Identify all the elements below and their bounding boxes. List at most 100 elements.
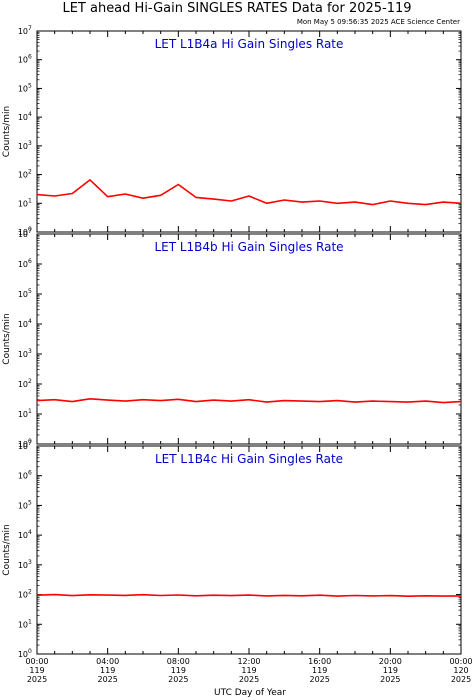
y-tick-exponent: 1: [28, 618, 32, 625]
y-tick-exponent: 7: [28, 228, 32, 235]
y-tick-base: 10: [18, 380, 28, 389]
y-tick-label: 10 1: [18, 197, 32, 208]
y-axis-label: Counts/min: [2, 524, 12, 575]
y-tick-base: 10: [18, 228, 28, 237]
y-tick-label: 10 4: [18, 111, 32, 122]
y-tick-exponent: 3: [28, 559, 32, 566]
x-axis-label: UTC Day of Year: [214, 688, 286, 698]
y-tick-exponent: 3: [28, 348, 32, 355]
y-tick-label: 10 7: [18, 440, 32, 451]
y-tick-label: 10 1: [18, 618, 32, 629]
x-tick-year: 2025: [168, 675, 188, 684]
x-tick-doy: 120: [453, 666, 468, 675]
y-tick-label: 10 3: [18, 140, 32, 151]
x-tick-time: 08:00: [167, 657, 190, 666]
y-tick-exponent: 6: [28, 54, 32, 61]
y-tick-base: 10: [18, 561, 28, 570]
x-tick-doy: 119: [312, 666, 327, 675]
y-tick-label: 10 7: [18, 25, 32, 36]
y-tick-base: 10: [18, 501, 28, 510]
y-tick-label: 10 1: [18, 408, 32, 419]
series-line: [36, 179, 462, 206]
y-tick-label: 10 6: [18, 54, 32, 65]
x-tick-time: 16:00: [308, 657, 331, 666]
y-tick-label: 10 6: [18, 258, 32, 269]
y-tick-exponent: 0: [28, 226, 32, 233]
y-tick-label: 10 0: [18, 648, 32, 659]
y-tick-exponent: 1: [28, 408, 32, 415]
y-tick-base: 10: [18, 410, 28, 419]
x-tick-doy: 119: [171, 666, 186, 675]
y-tick-base: 10: [18, 56, 28, 65]
timestamp: Mon May 5 09:56:35 2025 ACE Science Cent…: [297, 18, 460, 26]
y-tick-label: 10 2: [18, 378, 32, 389]
plot-frame: [36, 233, 462, 445]
x-tick-year: 2025: [97, 675, 117, 684]
y-tick-label: 10 4: [18, 529, 32, 540]
y-tick-exponent: 1: [28, 197, 32, 204]
y-tick-exponent: 4: [28, 111, 32, 118]
x-tick-year: 2025: [451, 675, 471, 684]
x-tick-year: 2025: [380, 675, 400, 684]
y-axis-label: Counts/min: [2, 313, 12, 364]
y-tick-exponent: 7: [28, 440, 32, 447]
y-tick-exponent: 5: [28, 499, 32, 506]
y-tick-exponent: 7: [28, 25, 32, 32]
y-tick-label: 10 4: [18, 318, 32, 329]
x-tick-time: 12:00: [237, 657, 260, 666]
y-tick-exponent: 2: [28, 589, 32, 596]
y-tick-label: 10 2: [18, 169, 32, 180]
x-tick-year: 2025: [27, 675, 47, 684]
series-line: [36, 593, 462, 598]
panel-title: LET L1B4c Hi Gain Singles Rate: [155, 452, 343, 466]
y-tick-exponent: 6: [28, 258, 32, 265]
figure-title: LET ahead Hi-Gain SINGLES RATES Data for…: [62, 1, 411, 16]
x-tick-time: 04:00: [96, 657, 119, 666]
y-tick-exponent: 5: [28, 288, 32, 295]
y-tick-label: 10 5: [18, 288, 32, 299]
y-tick-base: 10: [18, 142, 28, 151]
panel-title: LET L1B4b Hi Gain Singles Rate: [154, 240, 343, 254]
y-tick-base: 10: [18, 320, 28, 329]
y-tick-base: 10: [18, 230, 28, 239]
y-tick-label: 10 7: [18, 228, 32, 239]
y-tick-exponent: 2: [28, 378, 32, 385]
y-tick-exponent: 4: [28, 318, 32, 325]
y-tick-label: 10 6: [18, 470, 32, 481]
x-tick-doy: 119: [383, 666, 398, 675]
y-tick-exponent: 0: [28, 438, 32, 445]
y-tick-exponent: 0: [28, 648, 32, 655]
y-tick-base: 10: [18, 440, 28, 449]
y-tick-label: 10 3: [18, 348, 32, 359]
y-tick-base: 10: [18, 290, 28, 299]
x-tick-time: 00:00: [449, 657, 472, 666]
y-tick-exponent: 6: [28, 470, 32, 477]
y-tick-exponent: 3: [28, 140, 32, 147]
y-tick-base: 10: [18, 113, 28, 122]
y-tick-base: 10: [18, 199, 28, 208]
y-tick-exponent: 4: [28, 529, 32, 536]
x-tick-time: 00:00: [25, 657, 48, 666]
y-tick-label: 10 0: [18, 438, 32, 449]
y-tick-label: 10 5: [18, 82, 32, 93]
series-line: [36, 397, 462, 404]
y-tick-base: 10: [18, 650, 28, 659]
y-tick-base: 10: [18, 442, 28, 451]
x-tick-year: 2025: [239, 675, 259, 684]
x-tick-doy: 119: [29, 666, 44, 675]
y-tick-label: 10 5: [18, 499, 32, 510]
y-tick-exponent: 5: [28, 82, 32, 89]
y-tick-label: 10 3: [18, 559, 32, 570]
